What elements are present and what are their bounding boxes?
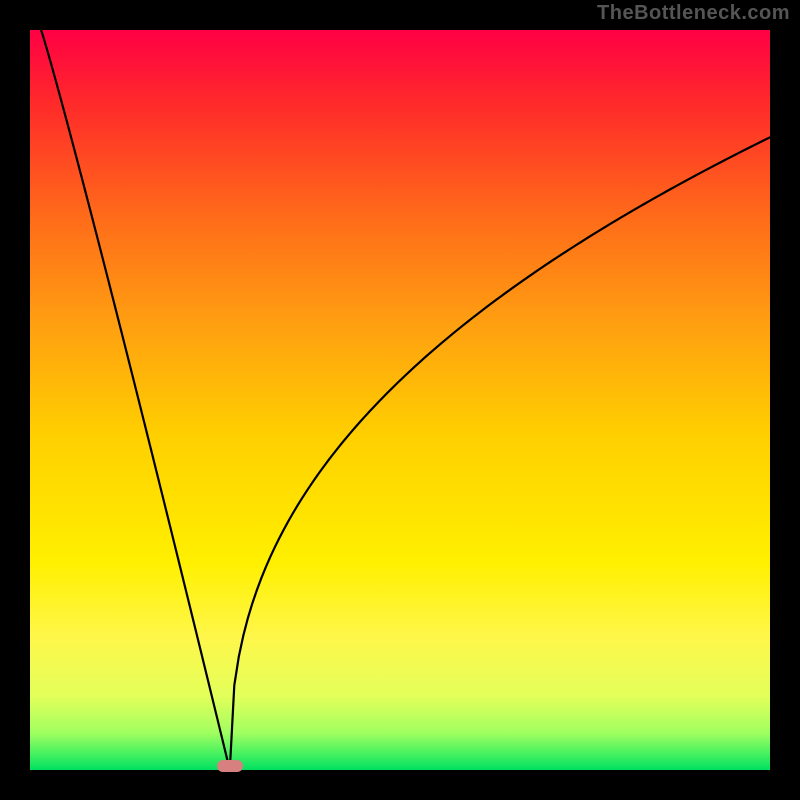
watermark-text: TheBottleneck.com — [597, 2, 790, 25]
plot-area — [30, 30, 770, 770]
minimum-marker — [217, 760, 243, 772]
chart-container: TheBottleneck.com — [0, 0, 800, 800]
bottleneck-curve — [30, 30, 770, 770]
